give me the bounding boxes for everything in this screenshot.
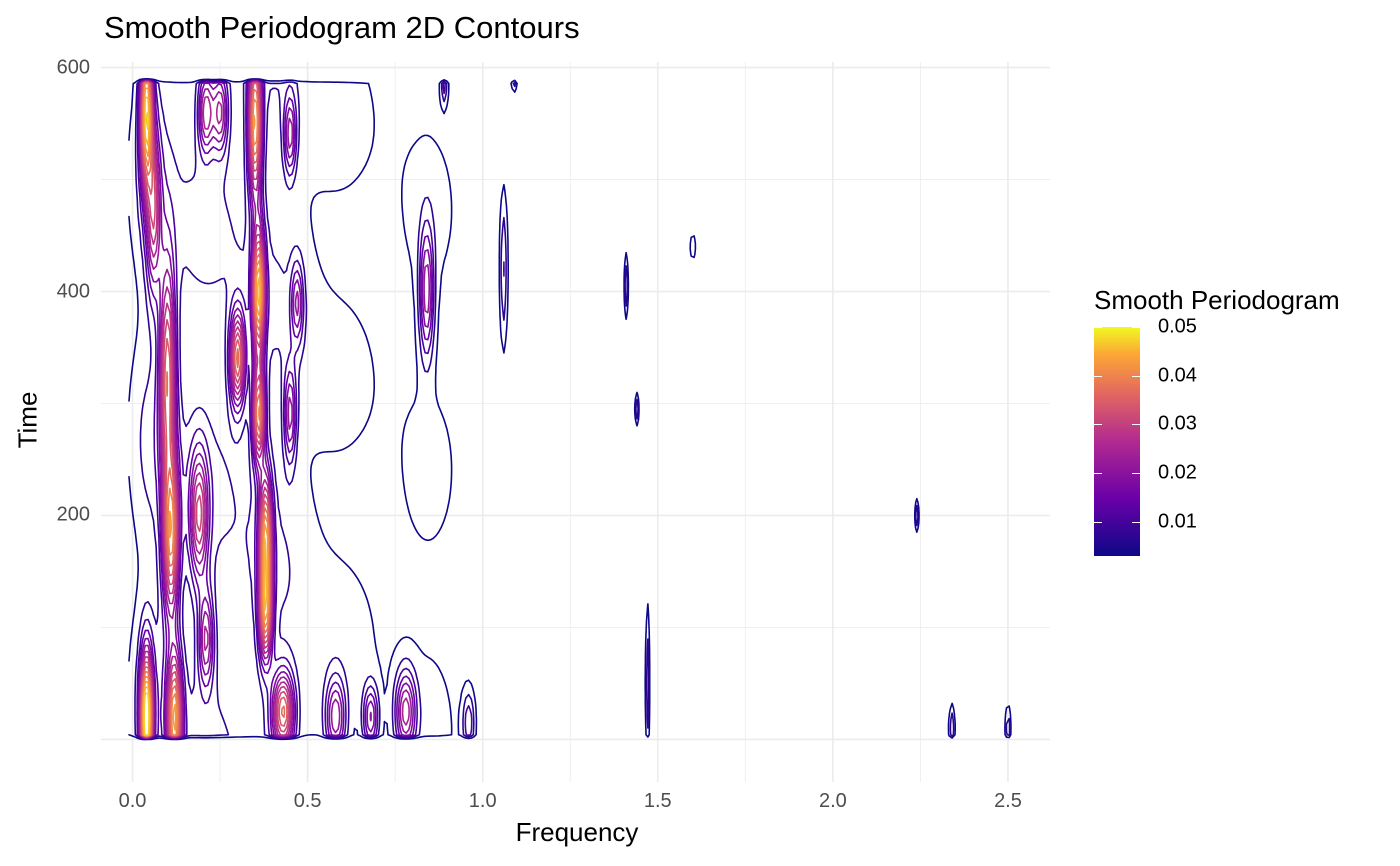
legend-tick-mark xyxy=(1132,375,1140,377)
grid xyxy=(101,62,1050,782)
legend-title: Smooth Periodogram xyxy=(1094,285,1340,315)
legend-tick-mark xyxy=(1132,521,1140,523)
legend-colorbar xyxy=(1094,327,1140,556)
legend-tick-label: 0.02 xyxy=(1158,461,1197,484)
y-axis-label: Time xyxy=(12,391,43,449)
contour-level xyxy=(128,78,1012,741)
y-tick-label: 600 xyxy=(56,56,90,79)
x-tick-label: 2.0 xyxy=(818,790,847,812)
legend-tick-label: 0.01 xyxy=(1158,510,1197,533)
x-tick-label: 2.5 xyxy=(994,790,1022,812)
x-tick-label: 0.5 xyxy=(293,790,322,812)
x-tick-label: 1.0 xyxy=(468,790,497,812)
x-axis-label: Frequency xyxy=(515,817,639,847)
legend-tick-label: 0.05 xyxy=(1158,315,1197,338)
legend-tick-label: 0.03 xyxy=(1158,412,1197,435)
contour-lines xyxy=(128,78,1012,741)
contour-level xyxy=(136,78,505,740)
y-tick-label: 200 xyxy=(56,503,90,526)
legend-tick-label: 0.04 xyxy=(1158,364,1197,387)
legend-tick-mark xyxy=(1094,375,1102,377)
y-tick-label: 400 xyxy=(56,280,90,303)
legend-tick-mark xyxy=(1132,473,1140,475)
legend-tick-mark xyxy=(1094,521,1102,523)
x-tick-label: 0.0 xyxy=(118,790,147,812)
legend-tick-mark xyxy=(1132,424,1140,426)
legend-tick-mark xyxy=(1094,424,1102,426)
chart-title: Smooth Periodogram 2D Contours xyxy=(104,10,580,45)
legend-tick-mark xyxy=(1132,327,1140,328)
contour-level xyxy=(143,111,150,736)
x-tick-label: 1.5 xyxy=(643,790,672,812)
legend-tick-mark xyxy=(1094,327,1102,328)
legend-tick-mark xyxy=(1094,473,1102,475)
